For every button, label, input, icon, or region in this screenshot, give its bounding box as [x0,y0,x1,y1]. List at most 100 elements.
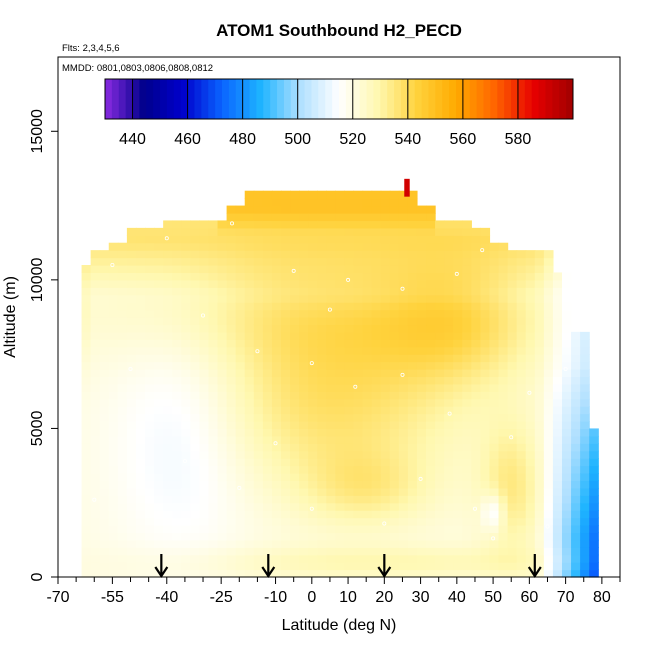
heatmap-cell [308,554,318,563]
heatmap-cell [516,495,527,504]
heatmap-cell [371,413,382,422]
heatmap-cell [516,287,527,296]
heatmap-cell [344,413,355,422]
heatmap-cell [480,391,491,400]
heatmap-cell [108,480,119,489]
heatmap-cell [435,391,445,400]
heatmap-cell [308,525,318,534]
heatmap-cell [471,435,481,444]
heatmap-cell [126,227,137,236]
heatmap-cell [253,376,264,385]
heatmap-cell [426,265,436,274]
heatmap-cell [453,406,463,415]
heatmap-cell [471,532,481,541]
x-axis: -70 -55 -40 -25 -10 0 10 20 30 40 50 60 70 80 [46,577,621,606]
heatmap-cell [435,317,445,326]
heatmap-cell [271,458,282,467]
heatmap-cell [525,473,536,482]
heatmap-cell [208,406,219,415]
colorbar-tick-label: 500 [284,131,311,148]
heatmap-cell [344,205,355,214]
heatmap-cell [271,250,282,259]
heatmap-cell [290,383,300,392]
heatmap-cell [335,242,346,251]
heatmap-cell [308,369,318,378]
heatmap-cell [199,346,210,355]
heatmap-cell [480,309,491,318]
heatmap-cell [335,421,346,430]
heatmap-cell [172,257,182,266]
x-tick-label: 20 [375,589,393,606]
heatmap-cell [389,309,400,318]
heatmap-cell [444,317,454,326]
heatmap-cell [543,510,554,519]
heatmap-cell [190,339,200,348]
heatmap-cell [280,569,291,578]
heatmap-cell [172,428,182,437]
heatmap-cell [244,547,255,556]
heatmap-cell [389,569,400,578]
heatmap-cell [90,413,101,422]
heatmap-cell [571,495,581,504]
heatmap-cell [353,539,364,548]
heatmap-cell [271,428,282,437]
heatmap-cell [552,465,563,474]
heatmap-cell [126,361,137,370]
heatmap-cell [99,547,110,556]
heatmap-cell [580,517,590,526]
heatmap-cell [498,272,509,281]
heatmap-cell [471,495,481,504]
heatmap-cell [380,383,391,392]
heatmap-cell [217,346,228,355]
heatmap-cell [280,272,291,281]
heatmap-cell [416,220,427,229]
heatmap-cell [271,391,282,400]
heatmap-cell [552,331,563,340]
heatmap-cell [362,562,373,571]
heatmap-cell [181,287,191,296]
heatmap-cell [404,178,410,197]
colorbar-segment [256,79,264,119]
heatmap-cell [507,525,518,534]
heatmap-cell [426,398,436,407]
heatmap-cell [154,487,164,496]
heatmap-cell [362,406,373,415]
heatmap-cell [561,346,572,355]
heatmap-cell [317,361,327,370]
heatmap-cell [480,450,491,459]
heatmap-cell [290,428,300,437]
heatmap-cell [226,287,237,296]
heatmap-cell [480,250,491,259]
heatmap-cell [235,495,246,504]
heatmap-cell [308,376,318,385]
heatmap-cell [145,554,155,563]
heatmap-cell [262,324,273,333]
heatmap-cell [453,354,463,363]
heatmap-cell [389,331,400,340]
heatmap-cell [226,532,237,541]
heatmap-cell [516,324,527,333]
heatmap-cell [299,502,309,511]
heatmap-cell [507,428,518,437]
heatmap-cell [543,473,554,482]
heatmap-cell [407,487,418,496]
heatmap-cell [389,391,400,400]
heatmap-cell [462,562,472,571]
heatmap-cell [81,443,92,452]
heatmap-cell [271,279,282,288]
heatmap-cell [190,473,200,482]
heatmap-cell [353,525,364,534]
heatmap-cell [208,510,219,519]
heatmap-cell [271,487,282,496]
heatmap-cell [571,331,581,340]
heatmap-cell [435,428,445,437]
heatmap-cell [426,354,436,363]
heatmap-cell [199,525,210,534]
heatmap-cell [471,480,481,489]
heatmap-cell [244,213,255,222]
heatmap-cell [416,391,427,400]
heatmap-cell [353,205,364,214]
heatmap-cell [308,354,318,363]
heatmap-cell [534,495,545,504]
